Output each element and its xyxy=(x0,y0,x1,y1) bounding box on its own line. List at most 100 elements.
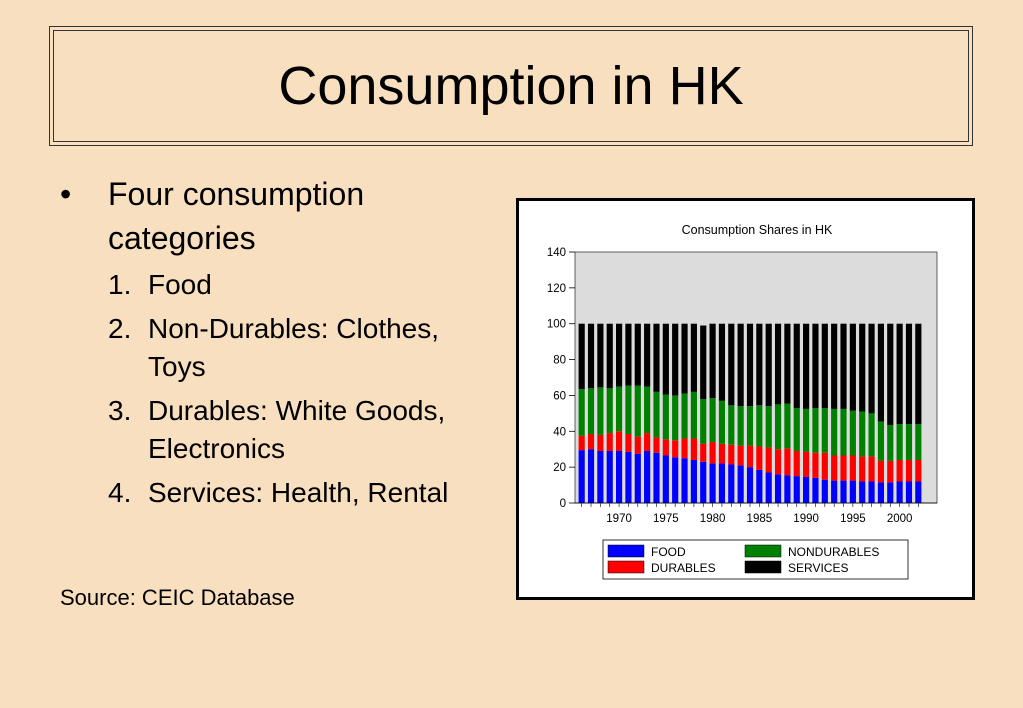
legend-swatch-durables xyxy=(607,560,645,574)
bar-durables-1967 xyxy=(587,433,595,450)
bar-food-1968 xyxy=(597,451,604,503)
bar-food-1977 xyxy=(681,458,688,503)
bar-nondurables-1987 xyxy=(774,404,782,450)
bar-food-1984 xyxy=(746,467,754,503)
bar-services-1974 xyxy=(653,323,660,392)
bar-durables-1988 xyxy=(784,448,791,476)
title-box: Consumption in HK xyxy=(49,26,973,146)
bar-durables-1972 xyxy=(634,436,641,454)
bar-services-1975 xyxy=(662,323,669,395)
bar-services-1989 xyxy=(793,323,800,408)
bar-durables-1976 xyxy=(672,440,679,458)
bar-nondurables-1983 xyxy=(737,406,744,446)
bar-nondurables-1998 xyxy=(877,421,885,461)
bar-durables-1980 xyxy=(709,442,716,464)
bar-nondurables-1986 xyxy=(765,406,772,448)
bar-nondurables-2001 xyxy=(905,424,913,460)
y-tick-label: 80 xyxy=(553,355,566,367)
bar-durables-1999 xyxy=(887,460,894,483)
bar-food-2000 xyxy=(896,481,903,503)
bar-services-1976 xyxy=(672,323,679,396)
bar-services-1967 xyxy=(587,323,595,389)
bar-nondurables-1979 xyxy=(700,399,707,444)
bar-nondurables-1990 xyxy=(803,408,810,452)
x-tick-label: 1995 xyxy=(840,513,866,525)
item-text: Durables: White Goods, Electronics xyxy=(148,395,446,464)
bar-food-1982 xyxy=(728,464,735,503)
bar-nondurables-1999 xyxy=(887,425,894,461)
bar-food-1987 xyxy=(774,474,782,503)
bar-food-1995 xyxy=(849,480,856,503)
bar-durables-1994 xyxy=(840,455,847,481)
bar-durables-1990 xyxy=(803,451,810,478)
bar-food-1999 xyxy=(887,482,894,503)
y-tick-label: 120 xyxy=(547,283,566,295)
item-text: Services: Health, Rental xyxy=(148,477,449,508)
legend-swatch-nondurables xyxy=(744,544,782,558)
bar-food-1969 xyxy=(606,451,613,503)
bar-food-1988 xyxy=(784,475,791,503)
bar-services-1988 xyxy=(784,323,791,404)
bar-nondurables-1967 xyxy=(587,388,595,434)
item-text: Food xyxy=(148,269,212,300)
bar-services-1993 xyxy=(831,323,838,409)
bar-services-1970 xyxy=(615,323,623,387)
bullet-marker: • xyxy=(60,176,72,212)
source-note: Source: CEIC Database xyxy=(60,585,295,610)
bar-food-1967 xyxy=(587,449,595,503)
bar-food-1972 xyxy=(634,453,641,503)
bar-food-1979 xyxy=(700,461,707,503)
bar-services-1968 xyxy=(597,323,604,388)
bar-nondurables-1981 xyxy=(718,400,726,444)
numbered-item-services: 4. Services: Health, Rental xyxy=(60,474,500,512)
legend-label-nondurables: NONDURABLES xyxy=(788,545,879,559)
bar-food-1978 xyxy=(690,459,697,503)
bar-services-1999 xyxy=(887,323,894,426)
legend-swatch-services xyxy=(744,560,782,574)
y-tick-label: 140 xyxy=(547,247,566,259)
bar-nondurables-1996 xyxy=(859,411,866,457)
bar-services-1994 xyxy=(840,323,847,409)
bar-durables-1986 xyxy=(765,447,772,473)
bar-services-1980 xyxy=(709,323,716,399)
bar-food-1991 xyxy=(812,477,819,503)
legend-label-food: FOOD xyxy=(651,545,686,559)
y-tick-label: 60 xyxy=(553,390,566,402)
bar-durables-2001 xyxy=(905,459,913,482)
bar-food-1970 xyxy=(615,451,623,503)
item-number: 4. xyxy=(108,477,132,508)
numbered-item-nondurables: 2. Non-Durables: Clothes, Toys xyxy=(60,310,500,386)
x-tick-label: 1990 xyxy=(793,513,819,525)
bar-nondurables-1969 xyxy=(606,388,613,434)
bar-nondurables-1974 xyxy=(653,391,660,438)
bar-food-1975 xyxy=(662,455,669,503)
bar-services-1979 xyxy=(700,325,707,400)
bar-nondurables-1991 xyxy=(812,407,819,453)
x-tick-label: 1985 xyxy=(747,513,773,525)
y-tick-label: 0 xyxy=(560,498,566,510)
bar-durables-1983 xyxy=(737,445,744,466)
bar-food-1986 xyxy=(765,472,772,503)
item-number: 2. xyxy=(108,313,132,344)
bar-services-1983 xyxy=(737,323,744,407)
bar-nondurables-1985 xyxy=(756,405,763,447)
bar-durables-1996 xyxy=(859,456,866,482)
bar-food-1985 xyxy=(756,469,763,503)
bar-services-1969 xyxy=(606,323,613,389)
bar-durables-1991 xyxy=(812,452,819,478)
bar-nondurables-1966 xyxy=(578,389,585,436)
bar-food-1998 xyxy=(877,482,885,503)
bar-durables-1989 xyxy=(793,451,800,477)
bar-services-1966 xyxy=(578,323,585,390)
bar-services-2002 xyxy=(915,323,922,425)
bar-services-1995 xyxy=(849,323,856,411)
bar-services-1997 xyxy=(868,323,875,414)
bar-durables-1985 xyxy=(756,446,763,470)
y-tick-label: 20 xyxy=(553,462,566,474)
bar-nondurables-1980 xyxy=(709,398,716,443)
bar-durables-1974 xyxy=(653,437,660,453)
bar-food-1989 xyxy=(793,476,800,503)
item-number: 3. xyxy=(108,395,132,426)
bar-durables-1970 xyxy=(615,431,623,452)
bar-services-1986 xyxy=(765,323,772,407)
